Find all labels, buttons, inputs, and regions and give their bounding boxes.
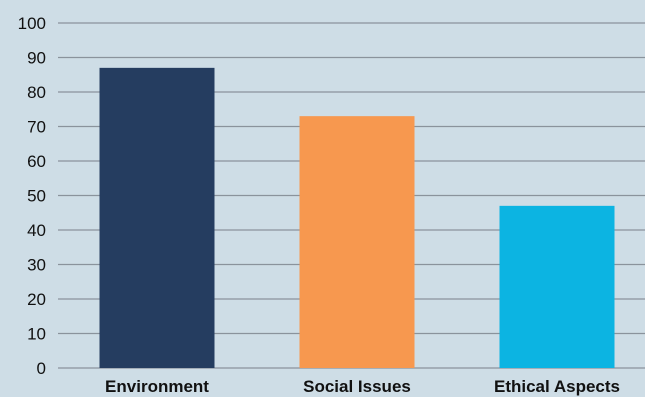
bar-environment [100,68,215,368]
x-category-label: Ethical Aspects [494,377,620,396]
y-tick-label: 80 [27,83,46,102]
y-tick-label: 70 [27,118,46,137]
y-tick-label: 40 [27,221,46,240]
x-category-label: Social Issues [303,377,411,396]
y-tick-label: 90 [27,49,46,68]
x-axis-labels: Environment Social Issues Ethical Aspects [105,377,620,396]
y-tick-label: 50 [27,187,46,206]
y-tick-label: 30 [27,256,46,275]
y-tick-label: 10 [27,325,46,344]
y-tick-label: 20 [27,290,46,309]
y-tick-label: 60 [27,152,46,171]
x-category-label: Environment [105,377,209,396]
bar-social-issues [300,116,415,368]
y-tick-label: 100 [18,14,46,33]
bar-ethical-aspects [500,206,615,368]
y-tick-label: 0 [37,359,46,378]
